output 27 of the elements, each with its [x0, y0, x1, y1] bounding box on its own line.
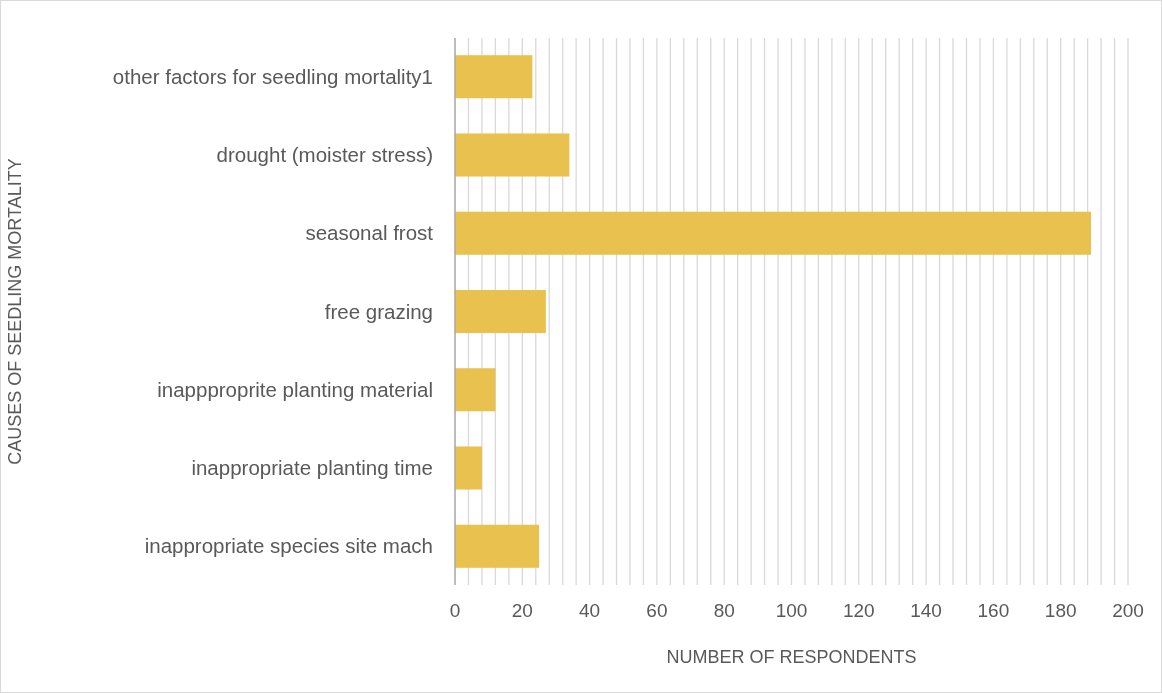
bar: [455, 133, 570, 177]
x-tick-label: 160: [977, 600, 1010, 621]
x-tick-label: 0: [449, 600, 461, 621]
bar: [455, 446, 482, 490]
bar: [455, 368, 496, 412]
y-tick-label: inappproprite planting material: [157, 377, 433, 401]
y-tick-label: inappropriate planting time: [191, 456, 433, 480]
x-tick-label: 120: [842, 600, 875, 621]
y-axis-title: CAUSES OF SEEDLING MORTALITY: [4, 158, 25, 465]
y-tick-label: seasonal frost: [305, 221, 434, 245]
bar: [455, 289, 546, 334]
x-tick-label: 60: [646, 600, 668, 621]
x-tick-label: 200: [1112, 600, 1144, 621]
x-tick-label: 180: [1044, 600, 1077, 621]
y-tick-label: drought (moister stress): [216, 143, 433, 167]
x-tick-label: 140: [910, 600, 942, 621]
y-tick-label: inappropriate species site mach: [144, 534, 433, 558]
x-tick-label: 40: [579, 600, 601, 621]
x-tick-label: 100: [775, 600, 808, 621]
x-axis-title: NUMBER OF RESPONDENTS: [666, 647, 917, 667]
y-tick-label: other factors for seedling mortality1: [112, 64, 433, 88]
bar: [455, 524, 540, 568]
y-tick-label: free grazing: [324, 299, 433, 323]
x-tick-label: 80: [713, 600, 735, 621]
x-tick-label: 20: [511, 600, 533, 621]
bar: [455, 211, 1091, 255]
bar: [455, 55, 533, 99]
